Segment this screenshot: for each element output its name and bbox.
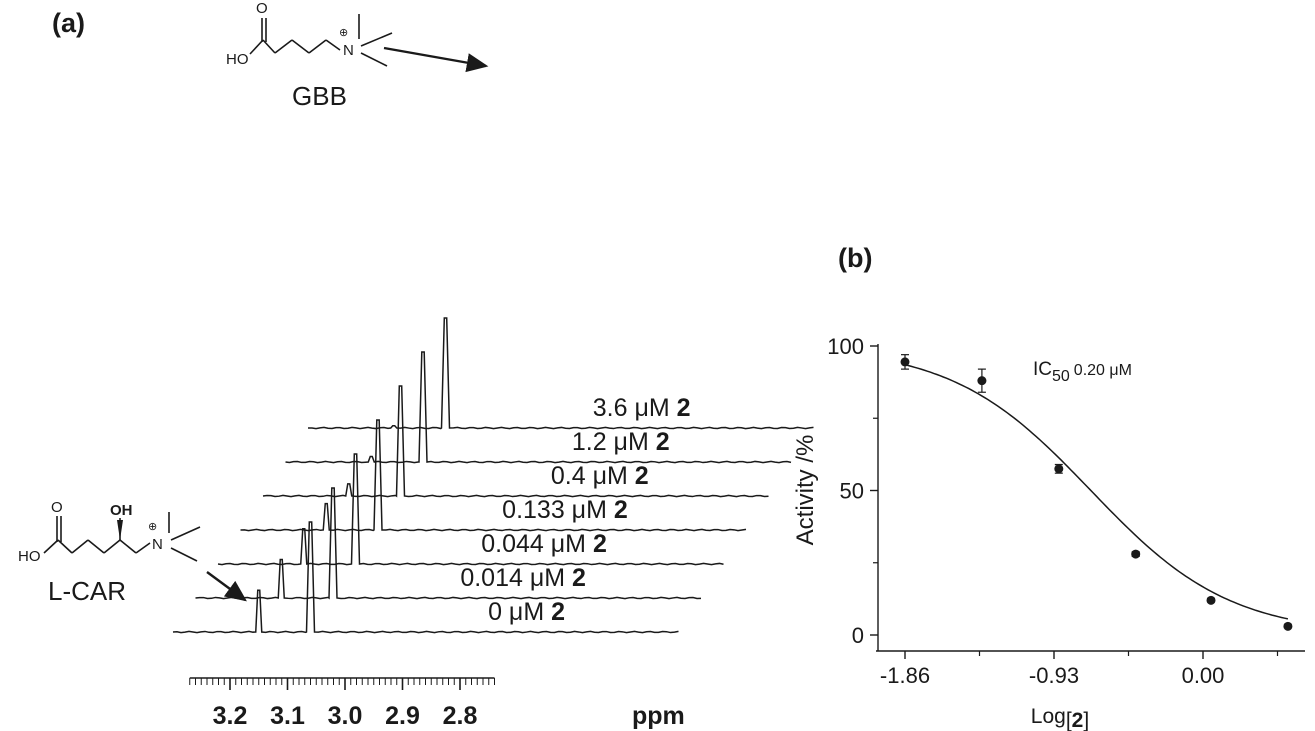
x-axis-title-bracket-open: [	[1066, 709, 1072, 731]
ic50-annotation: IC50 0.20 μM	[1033, 359, 1132, 385]
ppm-tick-label: 2.8	[443, 702, 478, 730]
concentration-label: 0 μM 2	[488, 598, 565, 626]
spectrum-trace	[195, 487, 702, 600]
lcar-charge-plus: ⊕	[148, 521, 157, 533]
ic50-prefix: IC	[1033, 359, 1052, 380]
concentration-value: 0 μM	[488, 598, 551, 626]
x-axis-title-compound: 2	[1072, 709, 1084, 731]
spectrum-trace	[240, 419, 747, 532]
ppm-axis: 3.2 3.1 3.0 2.9 2.8 ppm	[189, 677, 685, 730]
nmr-spectrum: 0 μM 2	[172, 521, 679, 634]
concentration-label: 0.044 μM 2	[481, 530, 607, 558]
nmr-spectrum: 0.044 μM 2	[217, 453, 724, 566]
gbb-name: GBB	[292, 81, 347, 111]
x-axis-title: Log[2]	[1031, 705, 1089, 731]
nmr-spectrum: 0.4 μM 2	[262, 385, 769, 498]
x-axis-title-text: Log	[1031, 705, 1066, 728]
data-point	[900, 357, 910, 367]
spectrum-trace	[262, 385, 769, 498]
spectrum-trace	[217, 453, 724, 566]
x-tick-label: -1.86	[880, 663, 930, 688]
lcar-atom-oh: OH	[110, 502, 133, 519]
concentration-compound: 2	[593, 530, 607, 558]
concentration-compound: 2	[551, 598, 565, 626]
gbb-atom-o: O	[256, 0, 268, 17]
lcar-atom-n: N	[152, 536, 163, 553]
nmr-spectrum: 1.2 μM 2	[285, 351, 792, 464]
x-tick-label: -0.93	[1029, 663, 1079, 688]
concentration-compound: 2	[656, 428, 670, 456]
concentration-compound: 2	[635, 462, 649, 490]
panel-label-a: (a)	[52, 8, 85, 38]
concentration-value: 0.133 μM	[502, 496, 614, 524]
concentration-label: 0.133 μM 2	[502, 496, 628, 524]
lcar-atom-ho: HO	[18, 548, 41, 565]
gbb-atom-ho: HO	[226, 51, 249, 68]
concentration-label: 1.2 μM 2	[572, 428, 670, 456]
gbb-atom-n: N	[343, 42, 354, 59]
concentration-compound: 2	[677, 394, 691, 422]
ic50-value: 0.20 μM	[1074, 362, 1132, 379]
nmr-spectrum: 0.014 μM 2	[195, 487, 702, 600]
concentration-compound: 2	[572, 564, 586, 592]
concentration-value: 0.014 μM	[460, 564, 572, 592]
data-point	[977, 376, 987, 386]
concentration-value: 3.6 μM	[593, 394, 677, 422]
concentration-label: 3.6 μM 2	[593, 394, 691, 422]
nmr-spectrum: 3.6 μM 2	[307, 317, 814, 430]
concentration-value: 0.4 μM	[551, 462, 635, 490]
spectrum-trace	[307, 317, 814, 430]
gbb-structure	[249, 14, 489, 73]
spectrum-trace	[172, 521, 679, 634]
concentration-label: 0.4 μM 2	[551, 462, 649, 490]
ppm-tick-label: 3.2	[213, 702, 248, 730]
lcar-atom-o: O	[51, 499, 63, 516]
data-point	[1054, 464, 1064, 474]
y-tick-label: 50	[840, 479, 864, 504]
concentration-value: 1.2 μM	[572, 428, 656, 456]
nmr-spectra: 0 μM 20.014 μM 20.044 μM 20.133 μM 20.4 …	[172, 317, 814, 634]
x-axis-title-bracket-close: ]	[1083, 709, 1089, 731]
gbb-charge-plus: ⊕	[339, 27, 348, 39]
y-tick-label: 100	[827, 334, 864, 359]
ppm-axis-unit: ppm	[632, 702, 685, 730]
panel-label-b: (b)	[838, 243, 872, 273]
ppm-tick-label: 3.1	[270, 702, 305, 730]
ppm-tick-label: 3.0	[328, 702, 363, 730]
gbb-arrow	[383, 46, 489, 73]
lcar-name: L-CAR	[48, 576, 126, 606]
concentration-value: 0.044 μM	[481, 530, 593, 558]
y-axis-title: Activity /%	[792, 435, 819, 546]
ic50-subscript: 50	[1052, 368, 1070, 385]
y-tick-label: 0	[852, 623, 864, 648]
data-point	[1206, 595, 1216, 605]
data-point	[1283, 621, 1293, 631]
spectrum-trace	[285, 351, 792, 464]
nmr-spectrum: 0.133 μM 2	[240, 419, 747, 532]
ppm-tick-label: 2.9	[385, 702, 420, 730]
fit-curve	[904, 363, 1289, 620]
data-point	[1131, 549, 1141, 559]
lcar-arrow	[206, 571, 247, 602]
concentration-compound: 2	[614, 496, 628, 524]
x-tick-label: 0.00	[1182, 663, 1225, 688]
concentration-label: 0.014 μM 2	[460, 564, 586, 592]
